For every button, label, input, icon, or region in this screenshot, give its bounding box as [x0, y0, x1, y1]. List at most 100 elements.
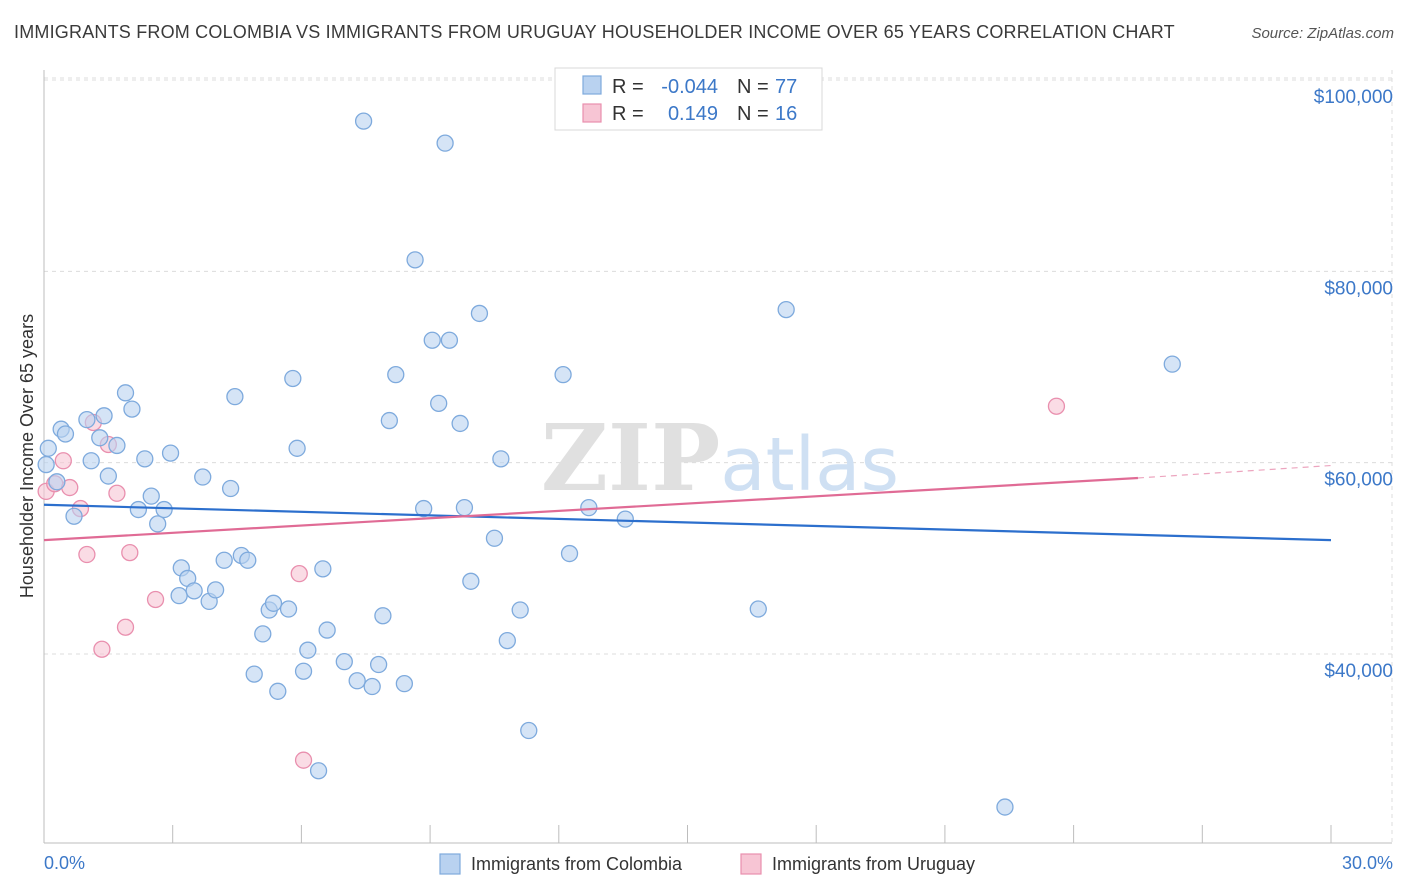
colombia-point — [374, 607, 392, 625]
uruguay-point — [294, 751, 313, 769]
uruguay-point — [290, 564, 308, 583]
colombia-point — [39, 439, 57, 457]
uruguay-point — [121, 543, 139, 562]
legend: R = -0.044 N = 77 R = 0.149 N = 16 — [554, 67, 823, 131]
colombia-point — [226, 388, 244, 406]
colombia-point — [239, 551, 257, 569]
colombia-point — [215, 551, 233, 569]
bottom-legend: Immigrants from Colombia Immigrants from… — [439, 853, 975, 875]
chart-title: IMMIGRANTS FROM COLOMBIA VS IMMIGRANTS F… — [14, 22, 1175, 42]
colombia-point — [554, 366, 572, 384]
y-tick-label: $100,000 — [1314, 87, 1393, 108]
colombia-point — [318, 621, 336, 639]
colombia-point — [380, 411, 398, 430]
uruguay-point — [78, 545, 96, 564]
colombia-point — [56, 425, 75, 443]
colombia-point — [462, 572, 480, 590]
colombia-point — [194, 468, 212, 486]
colombia-point — [749, 600, 767, 618]
uruguay-point — [116, 618, 135, 636]
colombia-point — [116, 384, 135, 402]
bottom-legend-swatch-uruguay — [740, 853, 762, 875]
y-tick-label: $80,000 — [1324, 278, 1393, 299]
colombia-point — [520, 721, 538, 740]
y-tick-label: $60,000 — [1324, 470, 1393, 491]
legend-n-label: N = — [737, 103, 769, 125]
colombia-point — [415, 499, 433, 518]
uruguay-point — [146, 590, 165, 609]
uruguay-point — [54, 452, 72, 470]
colombia-point — [616, 510, 634, 528]
colombia-point — [436, 134, 454, 152]
colombia-point — [142, 487, 160, 505]
colombia-points — [37, 112, 1181, 816]
colombia-point — [288, 439, 306, 457]
uruguay-point — [1047, 397, 1066, 415]
colombia-point — [108, 436, 126, 455]
legend-n-value: 77 — [775, 76, 797, 98]
colombia-point — [37, 455, 55, 474]
y-tick-label: $40,000 — [1324, 661, 1393, 682]
legend-swatch-colombia — [582, 75, 602, 95]
colombia-point — [185, 582, 203, 600]
colombia-point — [155, 500, 173, 519]
colombia-point — [149, 515, 167, 533]
colombia-point — [95, 407, 113, 425]
bottom-legend-label-colombia: Immigrants from Colombia — [471, 854, 683, 874]
uruguay-trend-extension — [1137, 464, 1332, 479]
colombia-point — [245, 665, 263, 683]
colombia-point — [123, 400, 141, 418]
colombia-point — [423, 331, 441, 349]
colombia-point — [99, 467, 117, 485]
colombia-point — [269, 682, 287, 700]
y-tick-labels: $40,000 $60,000 $80,000 $100,000 — [1314, 87, 1393, 682]
colombia-point — [395, 675, 414, 693]
colombia-point — [91, 429, 109, 447]
colombia-point — [65, 507, 83, 525]
legend-swatch-uruguay — [582, 103, 602, 123]
colombia-point — [511, 601, 529, 619]
uruguay-point — [108, 484, 126, 502]
watermark-zip: ZIP — [541, 404, 720, 512]
colombia-point — [294, 662, 313, 680]
uruguay-trend-line — [43, 476, 1139, 542]
colombia-point — [335, 653, 353, 671]
colombia-point — [387, 366, 405, 384]
colombia-point — [136, 450, 154, 468]
colombia-point — [82, 452, 100, 470]
legend-n-value: 16 — [775, 103, 797, 125]
colombia-point — [996, 798, 1014, 816]
colombia-point — [129, 500, 148, 519]
y-axis-label: Householder Income Over 65 years — [17, 314, 37, 598]
grid-lines — [44, 70, 1393, 843]
colombia-point — [363, 677, 381, 696]
colombia-point — [264, 594, 283, 612]
legend-r-label: R = — [612, 103, 644, 125]
colombia-trend-line — [43, 503, 1332, 542]
colombia-point — [455, 498, 474, 517]
colombia-point — [440, 331, 459, 349]
colombia-point — [406, 251, 424, 269]
colombia-point — [161, 444, 180, 462]
colombia-point — [221, 479, 240, 498]
colombia-point — [498, 631, 516, 650]
colombia-point — [580, 498, 598, 517]
legend-r-label: R = — [612, 76, 644, 98]
colombia-point — [279, 600, 298, 618]
watermark: ZIPatlas — [541, 404, 899, 512]
colombia-point — [314, 560, 332, 578]
colombia-point — [470, 304, 489, 323]
colombia-point — [777, 300, 795, 319]
trend-lines — [43, 464, 1332, 542]
uruguay-point — [93, 640, 111, 658]
colombia-point — [430, 394, 448, 413]
x-tick-label: 0.0% — [44, 853, 85, 873]
watermark-atlas: atlas — [720, 422, 899, 508]
colombia-point — [560, 544, 579, 563]
colombia-point — [369, 655, 388, 674]
colombia-point — [254, 625, 272, 643]
colombia-point — [485, 529, 504, 547]
colombia-point — [451, 414, 469, 433]
x-tick-labels: 0.0% 30.0% — [44, 853, 1393, 873]
